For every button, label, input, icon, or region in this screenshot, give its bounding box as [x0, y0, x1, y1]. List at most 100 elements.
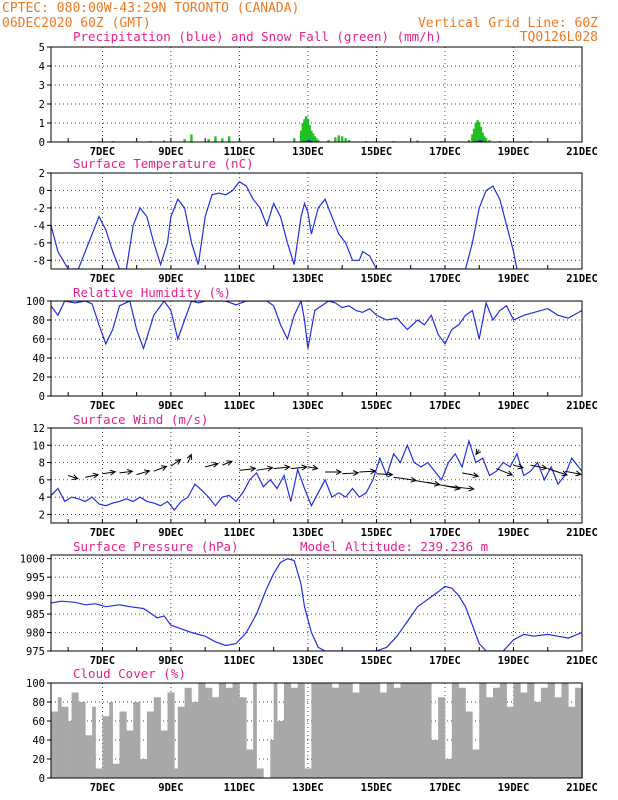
wind-arrow-head: [468, 485, 475, 492]
cloud-bar: [540, 687, 549, 778]
cloud-bar: [534, 702, 542, 778]
wind-arrow-head: [312, 464, 319, 471]
x-tick-label: 19DEC: [498, 273, 530, 285]
cloud-bar: [85, 735, 93, 778]
y-tick-label: 60: [32, 716, 45, 728]
wind-arrow: [119, 470, 133, 474]
y-tick-label: 100: [26, 678, 45, 690]
plot-frame: [50, 46, 583, 143]
cloud-bar: [184, 687, 192, 778]
cloud-bar: [57, 697, 62, 778]
y-tick-label: 10: [32, 440, 45, 452]
cloud-bar: [283, 683, 292, 778]
x-tick-label: 9DEC: [158, 655, 183, 667]
snow-bar: [207, 139, 210, 142]
cloud-bar: [102, 716, 110, 778]
y-tick-label: 4: [39, 61, 45, 73]
y-tick-label: -6: [32, 238, 45, 250]
cloud-bar: [458, 687, 466, 778]
rh-line: [51, 301, 582, 351]
x-tick-label: 13DEC: [292, 273, 324, 285]
plot-area: [51, 301, 582, 396]
wind-arrow: [102, 471, 116, 475]
x-tick-label: 13DEC: [292, 400, 324, 412]
cloud-bar: [554, 697, 562, 778]
snow-bar: [471, 134, 474, 142]
x-tick-label: 13DEC: [292, 655, 324, 667]
cloud-bar: [153, 697, 161, 778]
plot-area: [51, 555, 582, 651]
wind-arrow: [85, 474, 99, 478]
wind-arrow-head: [472, 472, 480, 479]
cloud-bar: [492, 687, 501, 778]
x-tick-label: 17DEC: [429, 527, 461, 539]
y-tick-label: -2: [32, 203, 45, 215]
wind-arrow: [170, 459, 181, 467]
cloud-bar: [232, 683, 240, 778]
cloud-bar: [373, 683, 381, 778]
y-tick-label: 40: [32, 735, 45, 747]
header-datetime: 06DEC2020 60Z (GMT): [2, 16, 151, 31]
wind-arrow-head: [541, 464, 548, 471]
x-tick-label: 11DEC: [224, 146, 256, 158]
y-tick-label: 12: [32, 423, 45, 435]
wind-arrow: [530, 464, 547, 469]
wind-arrow-head: [249, 466, 257, 472]
y-tick-label: 80: [32, 315, 45, 327]
header-grid-note: Vertical Grid Line: 60Z: [418, 16, 598, 31]
wind-arrow: [136, 470, 150, 476]
x-tick-label: 19DEC: [498, 400, 530, 412]
snow-bar: [299, 130, 303, 142]
cloud-bar: [561, 683, 569, 778]
x-tick-label: 19DEC: [498, 782, 530, 794]
wind-arrow-head: [301, 464, 308, 471]
wind-arrow-head: [517, 463, 525, 470]
x-tick-label: 21DEC: [566, 273, 598, 285]
snow-bar: [467, 140, 471, 142]
x-tick-label: 17DEC: [429, 146, 461, 158]
cloud-bar: [393, 687, 401, 778]
cloud-bar: [273, 683, 278, 778]
cloud-bar: [51, 711, 59, 778]
cloud-bar: [465, 711, 473, 778]
cloud-bar: [444, 759, 453, 778]
plot-area: [51, 428, 582, 523]
snow-bar: [221, 138, 224, 142]
cloud-bar: [71, 692, 79, 778]
precip-bar: [478, 140, 481, 142]
snow-bar: [303, 119, 306, 142]
x-tick-label: 13DEC: [292, 146, 324, 158]
x-tick-label: 21DEC: [566, 400, 598, 412]
x-tick-label: 15DEC: [361, 400, 393, 412]
cloud-bar: [160, 730, 168, 778]
x-tick-label: 17DEC: [429, 782, 461, 794]
y-tick-label: 975: [26, 646, 45, 658]
plot-frame: [50, 427, 583, 524]
temp-line: [51, 180, 518, 269]
temperature-panel: Surface Temperature (nC) 7DEC 9DEC 11DEC 13…: [32, 156, 597, 285]
wind-arrow-head: [284, 464, 291, 471]
cloud-bar: [246, 749, 254, 778]
cloud-bar: [427, 683, 432, 778]
cloud-bar: [256, 768, 264, 778]
cloud-bar: [366, 683, 374, 778]
humidity-panel: Relative Humidity (%) 7DEC 9DEC 11DEC 13DEC…: [26, 285, 598, 412]
snow-bar: [183, 139, 186, 142]
cloud-bar: [345, 683, 353, 778]
cloud-bar: [270, 740, 274, 778]
snow-bar: [227, 136, 231, 142]
cloud-bar: [325, 683, 333, 778]
cloud-bar: [420, 683, 429, 778]
wind-line: [51, 438, 582, 511]
wind-arrow-head: [369, 468, 377, 475]
wind-arrow-head: [506, 470, 514, 476]
x-tick-label: 15DEC: [361, 146, 393, 158]
x-tick-label: 15DEC: [361, 273, 393, 285]
precipitation-panel: Precipitation (blue) and Snow Fall (gree…: [39, 29, 598, 158]
cloud-bar: [95, 768, 103, 778]
cloud-bar: [352, 692, 360, 778]
wind-arrow-head: [475, 448, 482, 456]
snow-bar: [311, 133, 315, 142]
snow-bar: [340, 136, 344, 142]
cloud-bar: [177, 706, 185, 778]
